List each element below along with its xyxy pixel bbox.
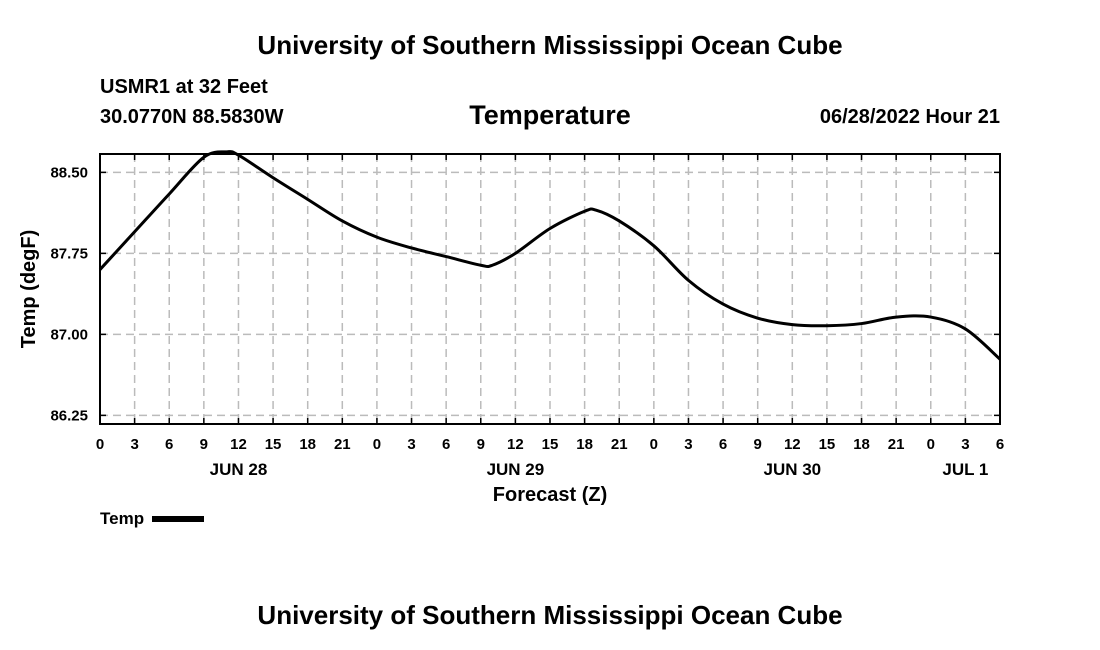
x-tick-label: 3 <box>407 436 415 453</box>
x-tick-label: 6 <box>719 436 727 453</box>
x-tick-label: 0 <box>373 436 381 453</box>
x-day-label: JUN 28 <box>210 460 268 479</box>
footer-title: University of Southern Mississippi Ocean… <box>257 600 843 630</box>
x-tick-label: 3 <box>130 436 138 453</box>
x-tick-label: 15 <box>265 436 282 453</box>
x-tick-label: 6 <box>442 436 450 453</box>
x-axis-title: Forecast (Z) <box>493 484 607 506</box>
y-tick-label: 86.25 <box>50 407 88 424</box>
temp-series-line <box>98 150 1001 361</box>
y-tick-label: 87.75 <box>50 245 88 262</box>
x-day-label: JUL 1 <box>942 460 988 479</box>
datetime-label: 06/28/2022 Hour 21 <box>819 106 1000 128</box>
x-tick-label: 15 <box>542 436 559 453</box>
x-tick-label: 21 <box>334 436 351 453</box>
page-title: University of Southern Mississippi Ocean… <box>257 30 843 60</box>
legend-line-swatch <box>152 516 205 522</box>
x-tick-label: 12 <box>230 436 247 453</box>
x-tick-label: 12 <box>784 436 801 453</box>
legend: Temp <box>100 509 205 529</box>
x-tick-label: 0 <box>96 436 104 453</box>
x-tick-label: 18 <box>853 436 870 453</box>
x-tick-label: 21 <box>611 436 628 453</box>
x-tick-label: 6 <box>165 436 173 453</box>
y-tick-label: 88.50 <box>50 164 88 181</box>
coordinates-label: 30.0770N 88.5830W <box>100 106 284 128</box>
x-tick-label: 18 <box>576 436 593 453</box>
y-axis-title: Temp (degF) <box>18 230 40 349</box>
chart-title: Temperature <box>469 100 631 130</box>
x-tick-label: 3 <box>961 436 969 453</box>
x-tick-label: 12 <box>507 436 524 453</box>
x-tick-label: 6 <box>996 436 1004 453</box>
x-tick-label: 0 <box>927 436 935 453</box>
x-tick-label: 0 <box>650 436 658 453</box>
y-tick-label: 87.00 <box>50 326 88 343</box>
x-tick-label: 9 <box>477 436 485 453</box>
x-tick-label: 18 <box>299 436 316 453</box>
x-tick-label: 9 <box>200 436 208 453</box>
x-tick-label: 15 <box>819 436 836 453</box>
station-label: USMR1 at 32 Feet <box>100 76 268 98</box>
x-day-label: JUN 30 <box>763 460 821 479</box>
plot-frame <box>99 153 1001 425</box>
x-tick-label: 21 <box>888 436 905 453</box>
legend-label: Temp <box>100 509 145 528</box>
x-day-label: JUN 29 <box>487 460 545 479</box>
x-tick-label: 9 <box>754 436 762 453</box>
x-tick-label: 3 <box>684 436 692 453</box>
